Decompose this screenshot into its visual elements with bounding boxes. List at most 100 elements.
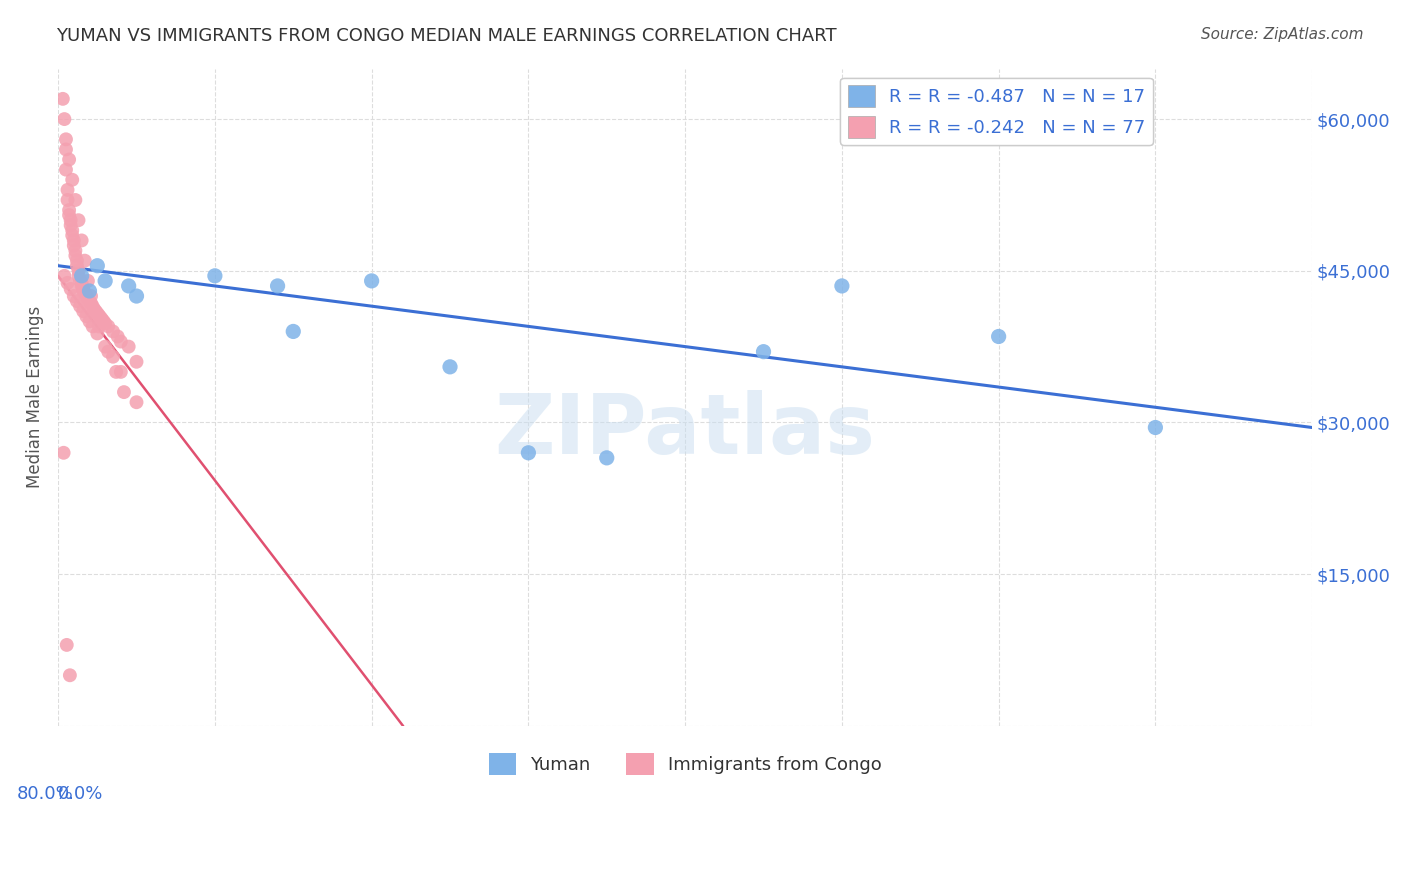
- Point: [86, 259, 108, 273]
- Point: [52, 446, 75, 460]
- Point: [69, 274, 91, 288]
- Point: [56, 276, 79, 290]
- Point: [79, 284, 101, 298]
- Point: [59, 213, 82, 227]
- Point: [75, 289, 97, 303]
- Point: [72, 284, 94, 298]
- Point: [72, 282, 94, 296]
- Point: [65, 244, 87, 258]
- Point: [62, 238, 84, 252]
- Point: [58, 153, 80, 167]
- Point: [105, 365, 128, 379]
- Point: [83, 304, 105, 318]
- Point: [73, 285, 96, 300]
- Point: [69, 299, 91, 313]
- Point: [91, 312, 114, 326]
- Text: 0.0%: 0.0%: [58, 785, 104, 803]
- Point: [53, 112, 76, 126]
- Point: [55, 162, 77, 177]
- Point: [89, 310, 111, 325]
- Point: [831, 279, 853, 293]
- Point: [97, 319, 120, 334]
- Point: [107, 329, 129, 343]
- Point: [60, 173, 83, 187]
- Point: [58, 203, 80, 218]
- Point: [94, 340, 117, 354]
- Point: [82, 299, 104, 313]
- Point: [55, 143, 77, 157]
- Y-axis label: Median Male Earnings: Median Male Earnings: [27, 306, 44, 488]
- Point: [87, 308, 110, 322]
- Point: [62, 289, 84, 303]
- Point: [360, 274, 382, 288]
- Point: [94, 317, 117, 331]
- Point: [56, 193, 79, 207]
- Legend: R = R = -0.487   N = N = 17, R = R = -0.242   N = N = 77: R = R = -0.487 N = N = 17, R = R = -0.24…: [841, 78, 1153, 145]
- Point: [59, 668, 82, 682]
- Point: [101, 325, 124, 339]
- Point: [283, 325, 305, 339]
- Point: [125, 289, 148, 303]
- Point: [987, 329, 1010, 343]
- Point: [77, 292, 100, 306]
- Point: [55, 638, 77, 652]
- Text: Source: ZipAtlas.com: Source: ZipAtlas.com: [1201, 27, 1364, 42]
- Point: [65, 249, 87, 263]
- Point: [55, 132, 77, 146]
- Point: [118, 279, 141, 293]
- Point: [439, 359, 461, 374]
- Point: [110, 334, 132, 349]
- Text: 80.0%: 80.0%: [17, 785, 73, 803]
- Point: [70, 234, 93, 248]
- Point: [66, 253, 89, 268]
- Point: [72, 304, 94, 318]
- Point: [125, 355, 148, 369]
- Point: [70, 276, 93, 290]
- Point: [75, 310, 97, 324]
- Point: [67, 264, 90, 278]
- Point: [86, 306, 108, 320]
- Point: [80, 296, 103, 310]
- Point: [93, 314, 115, 328]
- Point: [58, 208, 80, 222]
- Point: [59, 282, 82, 296]
- Point: [66, 259, 89, 273]
- Point: [67, 213, 90, 227]
- Point: [266, 279, 288, 293]
- Point: [110, 365, 132, 379]
- Point: [66, 294, 89, 309]
- Point: [596, 450, 619, 465]
- Point: [204, 268, 226, 283]
- Point: [59, 219, 82, 233]
- Point: [87, 319, 110, 334]
- Point: [101, 350, 124, 364]
- Point: [752, 344, 775, 359]
- Point: [73, 253, 96, 268]
- Text: ZIPatlas: ZIPatlas: [495, 390, 876, 471]
- Point: [65, 193, 87, 207]
- Point: [79, 294, 101, 309]
- Point: [94, 274, 117, 288]
- Point: [70, 268, 93, 283]
- Point: [125, 395, 148, 409]
- Point: [67, 268, 90, 283]
- Point: [56, 183, 79, 197]
- Point: [84, 304, 107, 318]
- Point: [77, 274, 100, 288]
- Point: [97, 344, 120, 359]
- Point: [82, 319, 104, 334]
- Point: [79, 314, 101, 328]
- Text: YUMAN VS IMMIGRANTS FROM CONGO MEDIAN MALE EARNINGS CORRELATION CHART: YUMAN VS IMMIGRANTS FROM CONGO MEDIAN MA…: [56, 27, 837, 45]
- Point: [53, 268, 76, 283]
- Point: [70, 279, 93, 293]
- Point: [112, 385, 135, 400]
- Point: [517, 446, 540, 460]
- Point: [62, 234, 84, 248]
- Point: [60, 228, 83, 243]
- Point: [52, 92, 75, 106]
- Point: [83, 302, 105, 317]
- Point: [80, 289, 103, 303]
- Point: [60, 223, 83, 237]
- Point: [86, 326, 108, 341]
- Point: [118, 340, 141, 354]
